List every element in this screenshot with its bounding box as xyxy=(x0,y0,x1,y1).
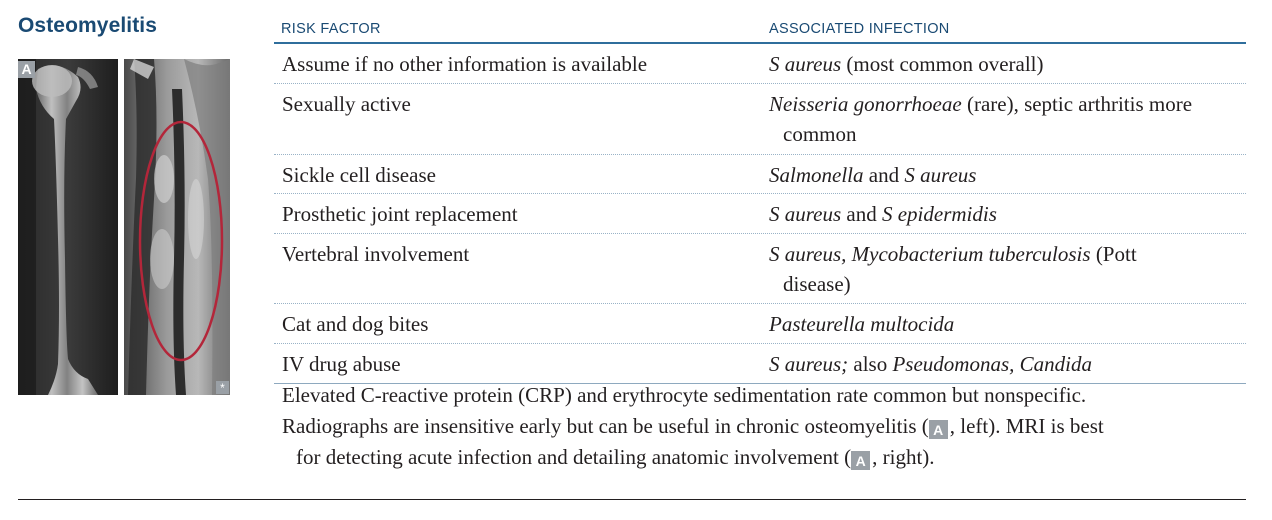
organism-name: S aureus xyxy=(769,52,842,76)
infection-cell: Neisseria gonorrhoeae (rare), septic art… xyxy=(769,89,1247,149)
infection-text: (most common overall) xyxy=(841,52,1044,76)
infection-text-continued: common xyxy=(783,122,857,146)
image-label-a: A xyxy=(18,61,35,78)
organism-name: S aureus, Mycobacterium tuberculosis xyxy=(769,242,1091,266)
risk-factor-table: RISK FACTOR ASSOCIATED INFECTION Assume … xyxy=(274,18,1246,384)
image-ref-a: A xyxy=(928,420,948,439)
risk-cell: Sickle cell disease xyxy=(282,163,436,187)
organism-name: S aureus; xyxy=(769,352,849,376)
infection-cell: S aureus and S epidermidis xyxy=(769,199,1247,229)
image-credit-asterisk: * xyxy=(216,381,229,395)
infection-text: (rare), septic arthritis more xyxy=(961,92,1193,116)
mri-image xyxy=(124,59,230,395)
header-risk-factor: RISK FACTOR xyxy=(281,21,381,37)
radiograph-femur-graphic xyxy=(18,59,118,395)
table-row: Prosthetic joint replacement S aureus an… xyxy=(274,194,1246,234)
notes-text: , right). xyxy=(872,445,935,469)
infection-cell: S aureus (most common overall) xyxy=(769,49,1247,79)
risk-cell: Assume if no other information is availa… xyxy=(282,52,648,76)
infection-text-continued: disease) xyxy=(783,272,851,296)
organism-name: Salmonella xyxy=(769,163,864,187)
infection-text: and xyxy=(841,202,882,226)
table-row: IV drug abuse S aureus; also Pseudomonas… xyxy=(274,344,1246,384)
table-row: Vertebral involvement S aureus, Mycobact… xyxy=(274,234,1246,304)
table-row: Sickle cell disease Salmonella and S aur… xyxy=(274,155,1246,194)
infection-cell: S aureus, Mycobacterium tuberculosis (Po… xyxy=(769,239,1247,299)
organism-name: S aureus xyxy=(769,202,842,226)
infection-text: also xyxy=(848,352,893,376)
notes-text: for detecting acute infection and detail… xyxy=(296,445,852,469)
infection-cell: S aureus; also Pseudomonas, Candida xyxy=(769,349,1247,379)
table-row: Assume if no other information is availa… xyxy=(274,44,1246,84)
infection-text: and xyxy=(863,163,905,187)
radiograph-image xyxy=(18,59,118,395)
risk-cell: Cat and dog bites xyxy=(282,312,429,336)
organism-name: Pasteurella multocida xyxy=(769,312,955,336)
mri-femur-graphic xyxy=(124,59,230,395)
risk-cell: IV drug abuse xyxy=(282,352,401,376)
notes-line: Elevated C-reactive protein (CRP) and er… xyxy=(282,383,1087,407)
infection-cell: Salmonella and S aureus xyxy=(769,160,1247,190)
risk-cell: Vertebral involvement xyxy=(282,242,470,266)
notes-line: for detecting acute infection and detail… xyxy=(282,442,1242,473)
lesion-circle-annotation xyxy=(138,120,224,362)
risk-cell: Sexually active xyxy=(282,92,411,116)
table-row: Sexually active Neisseria gonorrhoeae (r… xyxy=(274,84,1246,155)
infection-text: (Pott xyxy=(1090,242,1137,266)
organism-name: Pseudomonas, Candida xyxy=(892,352,1092,376)
table-row: Cat and dog bites Pasteurella multocida xyxy=(274,304,1246,344)
organism-name: S aureus xyxy=(904,163,977,187)
notes-text: Radiographs are insensitive early but ca… xyxy=(282,414,929,438)
notes-text: , left). MRI is best xyxy=(949,414,1104,438)
bottom-divider xyxy=(18,499,1246,500)
section-title: Osteomyelitis xyxy=(18,14,158,37)
organism-name: Neisseria gonorrhoeae xyxy=(769,92,962,116)
header-associated-infection: ASSOCIATED INFECTION xyxy=(769,21,950,37)
notes-line: Radiographs are insensitive early but ca… xyxy=(282,411,1242,442)
table-header: RISK FACTOR ASSOCIATED INFECTION xyxy=(274,18,1246,44)
infection-cell: Pasteurella multocida xyxy=(769,309,1247,339)
notes-paragraph: Elevated C-reactive protein (CRP) and er… xyxy=(282,380,1242,473)
image-ref-a: A xyxy=(851,451,871,470)
risk-cell: Prosthetic joint replacement xyxy=(282,202,518,226)
organism-name: S epidermidis xyxy=(881,202,997,226)
